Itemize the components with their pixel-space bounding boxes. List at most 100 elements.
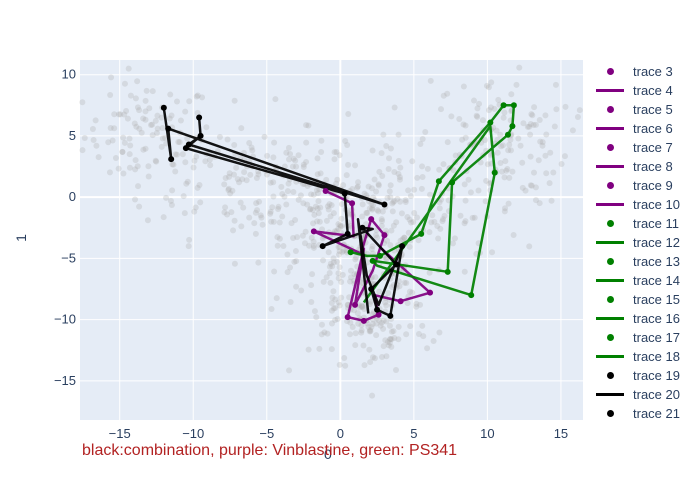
background-point: [366, 205, 373, 212]
background-point: [379, 353, 386, 360]
series-point-trace-11: [444, 268, 451, 275]
background-point: [329, 263, 336, 270]
legend-item[interactable]: trace 5: [590, 100, 698, 119]
legend-item[interactable]: trace 10: [590, 195, 698, 214]
background-point: [406, 216, 413, 223]
legend-item[interactable]: trace 13: [590, 252, 698, 271]
legend-item[interactable]: trace 11: [590, 214, 698, 233]
background-point: [526, 123, 533, 130]
legend-item[interactable]: trace 20: [590, 385, 698, 404]
background-point: [424, 165, 431, 172]
legend-item[interactable]: trace 18: [590, 347, 698, 366]
background-point: [327, 279, 334, 286]
background-point: [323, 274, 330, 281]
background-point: [462, 122, 469, 129]
legend-item[interactable]: trace 21: [590, 404, 698, 418]
background-point: [240, 204, 247, 211]
background-point: [126, 151, 133, 158]
legend-label: trace 7: [633, 140, 673, 155]
background-point: [335, 275, 342, 282]
background-point: [452, 152, 459, 159]
x-tick-label: 0: [337, 426, 344, 441]
background-point: [172, 151, 179, 158]
legend-item[interactable]: trace 14: [590, 271, 698, 290]
background-point: [160, 214, 167, 221]
background-point: [505, 200, 512, 207]
legend-line-swatch: [590, 347, 630, 366]
background-point: [532, 121, 539, 128]
legend-marker-swatch: [590, 366, 630, 385]
background-point: [387, 335, 394, 342]
legend-item[interactable]: trace 3: [590, 62, 698, 81]
background-point: [246, 214, 253, 221]
background-point: [230, 171, 237, 178]
background-point: [493, 127, 500, 134]
legend-label: trace 10: [633, 197, 680, 212]
legend-item[interactable]: trace 4: [590, 81, 698, 100]
background-point: [263, 171, 270, 178]
legend-marker-swatch: [590, 176, 630, 195]
series-point-trace-11: [347, 249, 354, 256]
legend-item[interactable]: trace 19: [590, 366, 698, 385]
background-point: [221, 181, 228, 188]
legend-item[interactable]: trace 9: [590, 176, 698, 195]
legend-label: trace 14: [633, 273, 680, 288]
background-point: [159, 135, 166, 142]
background-point: [386, 155, 393, 162]
background-point: [501, 109, 508, 116]
legend-line-swatch: [590, 81, 630, 100]
series-point-trace-19: [165, 125, 172, 132]
background-point: [519, 184, 526, 191]
background-point: [385, 289, 392, 296]
background-point: [469, 214, 476, 221]
legend-line-swatch: [590, 385, 630, 404]
legend-item[interactable]: trace 16: [590, 309, 698, 328]
series-point-trace-11: [418, 230, 425, 237]
background-point: [314, 205, 321, 212]
background-point: [79, 99, 86, 106]
legend-marker-swatch: [590, 138, 630, 157]
background-point: [397, 237, 404, 244]
background-point: [252, 209, 259, 216]
background-point: [317, 170, 324, 177]
background-point: [470, 97, 477, 104]
background-point: [152, 157, 159, 164]
background-point: [318, 321, 325, 328]
legend-item[interactable]: trace 12: [590, 233, 698, 252]
background-point: [537, 138, 544, 145]
background-point: [281, 193, 288, 200]
y-tick-label: −15: [54, 373, 76, 388]
background-point: [287, 264, 294, 271]
legend-item[interactable]: trace 6: [590, 119, 698, 138]
background-point: [321, 329, 328, 336]
background-point: [276, 219, 283, 226]
background-point: [397, 164, 404, 171]
background-point: [335, 299, 342, 306]
background-point: [462, 134, 469, 141]
background-point: [379, 208, 386, 215]
legend-item[interactable]: trace 17: [590, 328, 698, 347]
background-point: [334, 258, 341, 265]
y-tick-label: −10: [54, 312, 76, 327]
background-point: [194, 109, 201, 116]
background-point: [576, 107, 583, 114]
background-point: [194, 92, 201, 99]
legend-item[interactable]: trace 7: [590, 138, 698, 157]
grid: [80, 60, 583, 420]
background-point: [484, 161, 491, 168]
legend-item[interactable]: trace 15: [590, 290, 698, 309]
series-point-trace-3: [360, 317, 367, 324]
background-point: [92, 117, 99, 124]
legend-label: trace 21: [633, 406, 680, 418]
background-point: [186, 98, 193, 105]
background-point: [497, 131, 504, 138]
legend-item[interactable]: trace 8: [590, 157, 698, 176]
background-point: [387, 145, 394, 152]
background-point: [193, 93, 200, 100]
background-point: [140, 115, 147, 122]
background-point: [231, 97, 238, 104]
background-point: [335, 243, 342, 250]
background-point: [186, 236, 193, 243]
background-point: [476, 100, 483, 107]
background-point: [264, 152, 271, 159]
